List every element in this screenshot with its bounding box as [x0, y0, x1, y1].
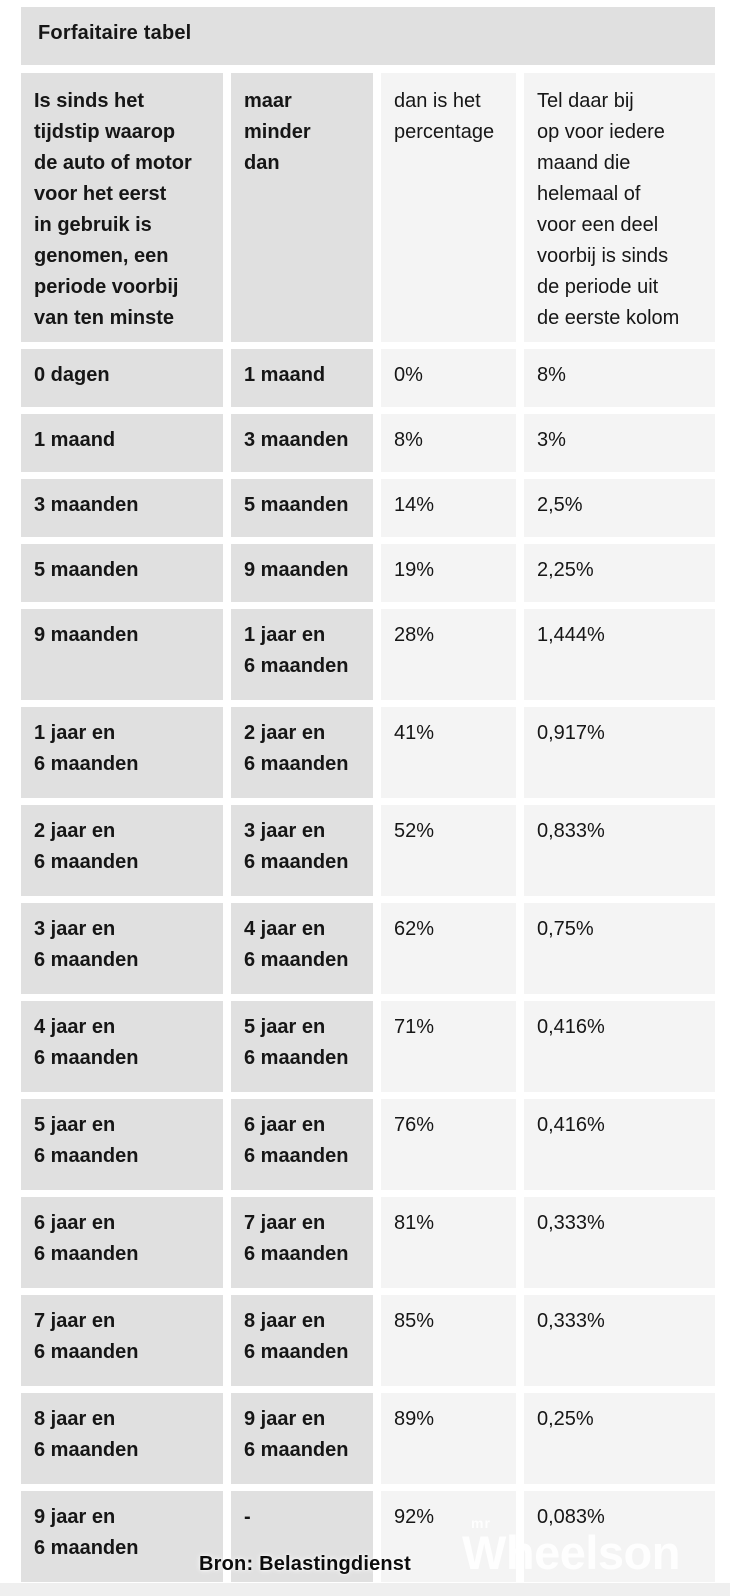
cell-min-period: 9 maanden [21, 609, 223, 700]
cell-max-period: 9 maanden [231, 544, 373, 602]
cell-min-period: 3 maanden [21, 479, 223, 537]
header-cell-monthly-addition: Tel daar bij op voor iedere maand die he… [524, 73, 715, 342]
table-row: 9 maanden 1 jaar en 6 maanden 28% 1,444% [21, 609, 715, 700]
cell-percentage: 85% [381, 1295, 516, 1386]
table-row: 0 dagen 1 maand 0% 8% [21, 349, 715, 407]
cell-monthly-addition: 8% [524, 349, 715, 407]
cell-max-period: 1 jaar en 6 maanden [231, 609, 373, 700]
cell-max-period: 9 jaar en 6 maanden [231, 1393, 373, 1484]
cell-percentage: 81% [381, 1197, 516, 1288]
cell-percentage: 76% [381, 1099, 516, 1190]
cell-percentage: 14% [381, 479, 516, 537]
cell-max-period: 6 jaar en 6 maanden [231, 1099, 373, 1190]
table-row: 6 jaar en 6 maanden 7 jaar en 6 maanden 81… [21, 1197, 715, 1288]
cell-min-period: 1 maand [21, 414, 223, 472]
table-title-text: Forfaitaire tabel [38, 22, 192, 44]
cell-min-period: 5 maanden [21, 544, 223, 602]
cell-percentage: 19% [381, 544, 516, 602]
cell-min-period: 8 jaar en 6 maanden [21, 1393, 223, 1484]
cell-percentage: 92% [381, 1491, 516, 1582]
table-row: 3 jaar en 6 maanden 4 jaar en 6 maanden 62… [21, 903, 715, 994]
cell-percentage: 0% [381, 349, 516, 407]
cell-monthly-addition: 0,75% [524, 903, 715, 994]
header-cell-min-period: Is sinds het tijdstip waarop de auto of … [21, 73, 223, 342]
cell-percentage: 41% [381, 707, 516, 798]
cell-min-period: 1 jaar en 6 maanden [21, 707, 223, 798]
table-row: 4 jaar en 6 maanden 5 jaar en 6 maanden 71… [21, 1001, 715, 1092]
cell-min-period: 9 jaar en 6 maanden [21, 1491, 223, 1582]
cell-monthly-addition: 0,416% [524, 1001, 715, 1092]
table-container: Forfaitaire tabel Is sinds het tijdstip … [21, 7, 715, 1589]
cell-percentage: 89% [381, 1393, 516, 1484]
table-row: 3 maanden 5 maanden 14% 2,5% [21, 479, 715, 537]
cell-max-period: 7 jaar en 6 maanden [231, 1197, 373, 1288]
cell-max-period: 8 jaar en 6 maanden [231, 1295, 373, 1386]
table-row: 8 jaar en 6 maanden 9 jaar en 6 maanden 89… [21, 1393, 715, 1484]
cell-min-period: 4 jaar en 6 maanden [21, 1001, 223, 1092]
header-cell-percentage: dan is het percentage [381, 73, 516, 342]
cell-monthly-addition: 0,25% [524, 1393, 715, 1484]
cell-min-period: 0 dagen [21, 349, 223, 407]
cell-monthly-addition: 2,25% [524, 544, 715, 602]
table-row: 2 jaar en 6 maanden 3 jaar en 6 maanden 52… [21, 805, 715, 896]
cell-monthly-addition: 2,5% [524, 479, 715, 537]
cell-monthly-addition: 3% [524, 414, 715, 472]
table-row: 1 maand 3 maanden 8% 3% [21, 414, 715, 472]
cell-max-period: 3 jaar en 6 maanden [231, 805, 373, 896]
table-row: 7 jaar en 6 maanden 8 jaar en 6 maanden 85… [21, 1295, 715, 1386]
table-header-row: Is sinds het tijdstip waarop de auto of … [21, 73, 715, 342]
table-row: 5 jaar en 6 maanden 6 jaar en 6 maanden 76… [21, 1099, 715, 1190]
cell-monthly-addition: 0,917% [524, 707, 715, 798]
table-body: 0 dagen 1 maand 0% 8% 1 maand 3 maanden 8% 3% 3 … [21, 349, 715, 1582]
cell-percentage: 62% [381, 903, 516, 994]
cell-min-period: 2 jaar en 6 maanden [21, 805, 223, 896]
cell-min-period: 5 jaar en 6 maanden [21, 1099, 223, 1190]
table-row: 1 jaar en 6 maanden 2 jaar en 6 maanden 41… [21, 707, 715, 798]
cell-percentage: 8% [381, 414, 516, 472]
cell-max-period: 2 jaar en 6 maanden [231, 707, 373, 798]
cell-monthly-addition: 1,444% [524, 609, 715, 700]
bottom-strip [0, 1583, 730, 1596]
cell-percentage: 52% [381, 805, 516, 896]
cell-max-period: 4 jaar en 6 maanden [231, 903, 373, 994]
cell-monthly-addition: 0,333% [524, 1295, 715, 1386]
table-title: Forfaitaire tabel [21, 7, 715, 65]
cell-max-period: 5 jaar en 6 maanden [231, 1001, 373, 1092]
cell-monthly-addition: 0,833% [524, 805, 715, 896]
cell-max-period: 5 maanden [231, 479, 373, 537]
cell-monthly-addition: 0,083% [524, 1491, 715, 1582]
cell-percentage: 28% [381, 609, 516, 700]
table-row: 5 maanden 9 maanden 19% 2,25% [21, 544, 715, 602]
header-cell-max-period: maar minder dan [231, 73, 373, 342]
cell-monthly-addition: 0,333% [524, 1197, 715, 1288]
cell-min-period: 7 jaar en 6 maanden [21, 1295, 223, 1386]
table-row: 9 jaar en 6 maanden -92% 0,083% [21, 1491, 715, 1582]
cell-max-period: - [231, 1491, 373, 1582]
source-note: Bron: Belastingdienst [199, 1553, 411, 1575]
cell-max-period: 3 maanden [231, 414, 373, 472]
cell-percentage: 71% [381, 1001, 516, 1092]
cell-max-period: 1 maand [231, 349, 373, 407]
cell-monthly-addition: 0,416% [524, 1099, 715, 1190]
cell-min-period: 6 jaar en 6 maanden [21, 1197, 223, 1288]
cell-min-period: 3 jaar en 6 maanden [21, 903, 223, 994]
